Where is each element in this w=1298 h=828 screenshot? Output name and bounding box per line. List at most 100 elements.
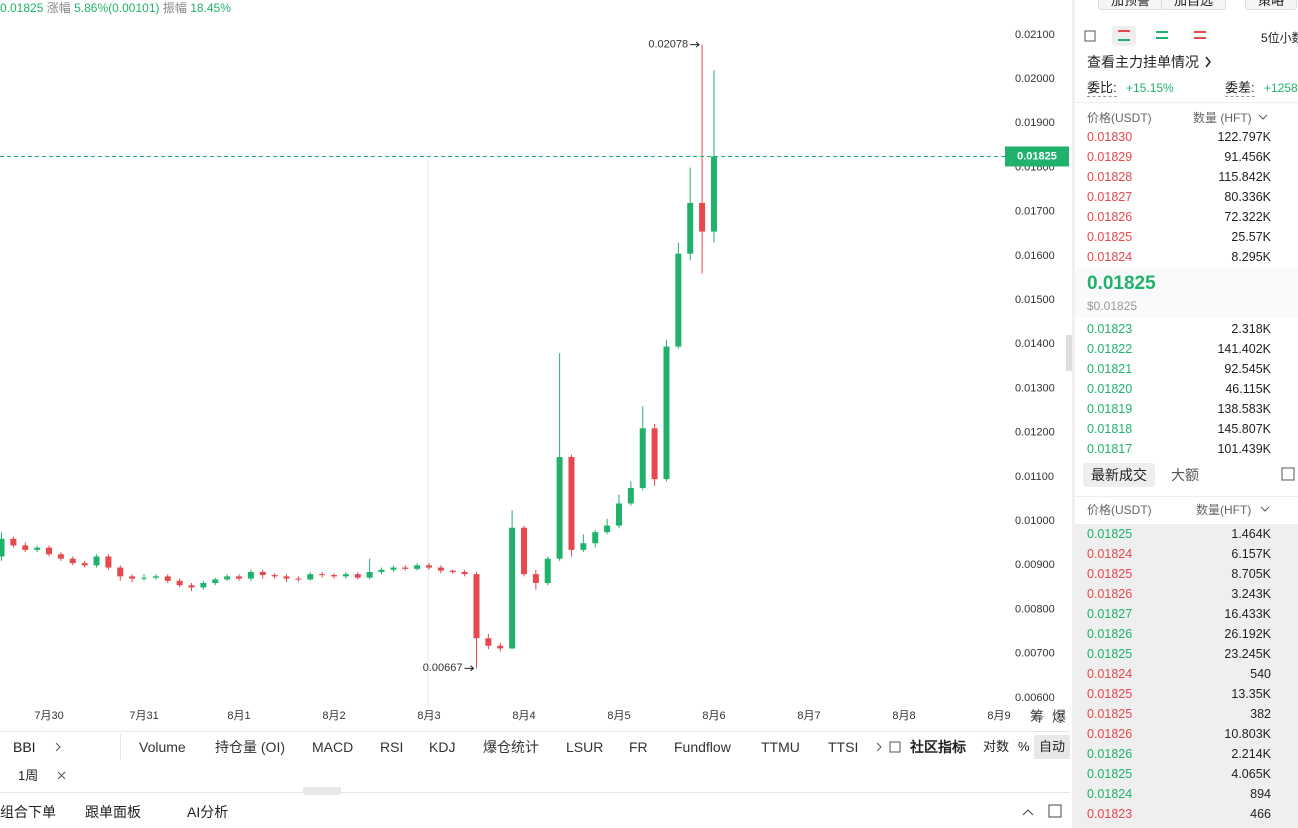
checkbox[interactable] xyxy=(1281,467,1295,481)
auto-bg xyxy=(1034,735,1070,759)
candle-body xyxy=(342,574,349,577)
candle-body xyxy=(247,571,254,579)
indicator-tab[interactable]: MACD xyxy=(312,739,354,755)
header-price: 0.01825 xyxy=(0,1,44,15)
bottom-tab[interactable]: 组合下单 xyxy=(0,804,56,820)
chevron xyxy=(876,742,882,752)
indicator-tab[interactable]: Fundflow xyxy=(674,739,731,755)
candle-body xyxy=(580,543,587,550)
book-qty: 92.545K xyxy=(1224,362,1271,376)
x-tick-label: 8月3 xyxy=(417,710,440,722)
book-price: 0.01818 xyxy=(1087,422,1133,436)
trade-qty: 6.157K xyxy=(1231,547,1271,561)
candle-body xyxy=(568,457,575,550)
candle-body xyxy=(330,575,337,577)
chart-tool[interactable]: 筹 xyxy=(1030,709,1044,725)
max-price-label: 0.02078 xyxy=(648,39,688,51)
indicator-tab[interactable]: TTMU xyxy=(761,739,800,755)
book-price: 0.01827 xyxy=(1087,190,1133,204)
top-button[interactable]: 加自选 xyxy=(1161,0,1227,10)
candle-body xyxy=(212,579,219,584)
x-tick-label: 7月30 xyxy=(34,710,63,722)
book-price: 0.01830 xyxy=(1087,130,1133,144)
bottom-tab[interactable]: 跟单面板 xyxy=(85,804,141,820)
indicator-tab[interactable]: 持仓量 (OI) xyxy=(215,739,285,755)
indicator-tab[interactable]: FR xyxy=(629,739,648,755)
book-qty: 80.336K xyxy=(1224,190,1271,204)
book-price: 0.01822 xyxy=(1087,342,1133,356)
expand-icon[interactable] xyxy=(1048,804,1062,818)
depth-link[interactable]: 查看主力挂单情况 xyxy=(1087,54,1199,70)
collapse-icon[interactable] xyxy=(1022,809,1034,816)
indicator-tab[interactable]: LSUR xyxy=(566,739,604,755)
icon-selected[interactable] xyxy=(1112,26,1136,46)
trade-qty: 2.214K xyxy=(1231,747,1271,761)
top-button[interactable]: 策略 xyxy=(1245,0,1298,10)
indicator-tab[interactable]: Volume xyxy=(139,739,186,755)
panel-handle[interactable] xyxy=(1066,335,1074,371)
separator xyxy=(120,734,121,760)
indicator-tab[interactable]: TTSI xyxy=(828,739,859,755)
change: 5.86%(0.00101) xyxy=(74,1,160,15)
decimals[interactable]: 5位小数 xyxy=(1261,31,1298,45)
dropdown[interactable] xyxy=(1260,506,1270,512)
book-qty: 25.57K xyxy=(1231,230,1271,244)
percent-scale[interactable]: % xyxy=(1018,739,1030,754)
y-tick-label: 0.01100 xyxy=(1015,471,1054,483)
top-button[interactable]: 加预警 xyxy=(1098,0,1164,10)
auto-scale[interactable]: 自动 xyxy=(1039,739,1066,754)
candle-body xyxy=(271,575,278,577)
log-scale[interactable]: 对数 xyxy=(983,739,1010,754)
amplitude: 18.45% xyxy=(190,1,231,15)
icon[interactable] xyxy=(1084,30,1096,42)
indicator-tab[interactable]: RSI xyxy=(380,739,404,755)
min-price-label: 0.00667 xyxy=(423,662,463,674)
indicator-tab[interactable]: KDJ xyxy=(429,739,456,755)
community-indicators[interactable]: 社区指标 xyxy=(910,739,966,755)
candle-body xyxy=(319,574,326,576)
candle-body xyxy=(34,547,41,550)
y-tick-label: 0.01700 xyxy=(1015,206,1055,218)
candle-body xyxy=(520,527,527,575)
diff: +1258 xyxy=(1264,81,1298,95)
book-qty: 72.322K xyxy=(1224,210,1271,224)
candle-body xyxy=(295,578,302,580)
trade-price: 0.01824 xyxy=(1087,667,1133,681)
indicator-tab[interactable]: 爆仓统计 xyxy=(483,739,539,755)
trade-qty: 8.705K xyxy=(1231,567,1271,581)
trade-price: 0.01825 xyxy=(1087,567,1133,581)
book-price: 0.01825 xyxy=(1087,230,1133,244)
trades-tab[interactable]: 最新成交 xyxy=(1091,467,1147,483)
candle-body xyxy=(402,567,409,569)
chart-tool[interactable]: 爆 xyxy=(1052,709,1066,725)
candle-body xyxy=(22,545,29,550)
dropdown[interactable] xyxy=(1258,114,1268,120)
candle-body xyxy=(57,554,64,559)
trade-qty: 4.065K xyxy=(1231,767,1271,781)
drag-handle[interactable] xyxy=(303,787,341,795)
book-qty: 141.402K xyxy=(1217,342,1271,356)
candle-body xyxy=(592,532,599,544)
book-qty: 46.115K xyxy=(1225,382,1271,396)
trade-qty-header: 数量(HFT) xyxy=(1196,503,1252,517)
y-tick-label: 0.01300 xyxy=(1015,382,1055,394)
candle-body xyxy=(556,457,563,559)
book-price: 0.01819 xyxy=(1087,402,1133,416)
trades-tab[interactable]: 大额 xyxy=(1171,467,1199,483)
trade-price: 0.01824 xyxy=(1087,547,1133,561)
candle-body xyxy=(509,527,516,649)
trade-qty: 3.243K xyxy=(1231,587,1271,601)
candle-body xyxy=(259,571,266,576)
candle-body xyxy=(699,202,706,232)
close-icon xyxy=(57,771,66,780)
last-price-label: 0.01825 xyxy=(1017,150,1057,162)
qty-header: 数量 (HFT) xyxy=(1193,111,1252,125)
chevron xyxy=(55,742,61,752)
period[interactable]: 1周 xyxy=(18,768,39,783)
bottom-tab[interactable]: AI分析 xyxy=(187,804,229,820)
book-qty: 122.797K xyxy=(1217,130,1271,144)
last-price-box xyxy=(1005,146,1069,167)
divider xyxy=(1075,102,1298,103)
indicator[interactable]: BBI xyxy=(13,739,36,755)
